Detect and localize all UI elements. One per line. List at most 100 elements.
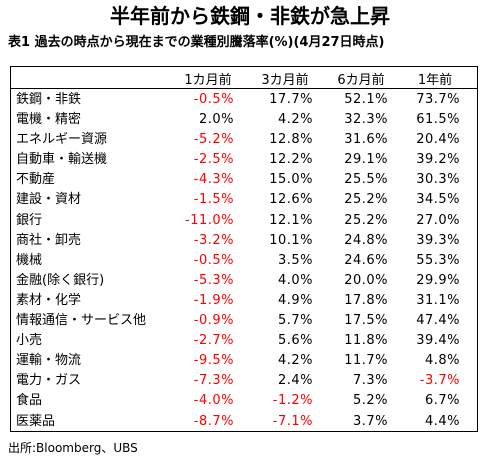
table-cell: 29.1% xyxy=(344,152,388,168)
table-cell: 5.2% xyxy=(352,393,388,409)
table-cell: 5.6% xyxy=(277,333,313,349)
table-cell: 12.8% xyxy=(269,132,313,148)
table-row: 電力・ガス -7.3% 2.4% 7.3% -3.7% xyxy=(10,371,478,391)
table-cell: 12.2% xyxy=(269,152,313,168)
table-cell: 4.2% xyxy=(277,112,313,128)
table-cell: -9.5% xyxy=(193,353,234,369)
table-cell: 30.3% xyxy=(416,172,460,188)
table-cell: -1.5% xyxy=(193,192,234,208)
table-cell: 4.4% xyxy=(424,413,460,429)
table-cell: -7.1% xyxy=(272,413,313,429)
table-row: 電機・精密 2.0% 4.2% 32.3% 61.5% xyxy=(10,110,478,130)
table-cell: 31.1% xyxy=(416,292,460,308)
row-label: 鉄鋼・非鉄 xyxy=(16,92,82,107)
row-label: 機械 xyxy=(16,252,43,268)
table-cell: 25.2% xyxy=(344,212,388,228)
table-cell: -8.7% xyxy=(193,413,234,429)
column-header-6m: 6カ月前 xyxy=(337,73,385,88)
table-row: 鉄鋼・非鉄 -0.5% 17.7% 52.1% 73.7% xyxy=(10,90,478,110)
table-cell: 4.8% xyxy=(424,353,460,369)
table-cell: 20.4% xyxy=(416,132,460,148)
table-cell: -3.7% xyxy=(419,373,460,389)
table-row: 機械 -0.5% 3.5% 24.6% 55.3% xyxy=(10,251,478,271)
row-label: 運輸・物流 xyxy=(16,353,82,369)
table-row: 金融(除く銀行) -5.3% 4.0% 20.0% 29.9% xyxy=(10,271,478,291)
table-cell: 11.7% xyxy=(344,353,388,369)
table-cell: 4.0% xyxy=(277,272,313,288)
table-cell: -4.0% xyxy=(193,393,234,409)
table-row: 自動車・輸送機 -2.5% 12.2% 29.1% 39.2% xyxy=(10,150,478,170)
table-cell: 39.2% xyxy=(416,152,460,168)
table-cell: 24.6% xyxy=(344,252,388,268)
table-cell: 3.5% xyxy=(277,252,313,268)
table-cell: -0.5% xyxy=(193,92,234,107)
table-row: 素材・化学 -1.9% 4.9% 17.8% 31.1% xyxy=(10,291,478,311)
column-header-1y: 1年前 xyxy=(417,73,453,88)
table-row: 建設・資材 -1.5% 12.6% 25.2% 34.5% xyxy=(10,190,478,210)
table-caption: 表1 過去の時点から現在までの業種別騰落率(%)(4月27日時点) xyxy=(8,35,385,50)
row-label: 情報通信・サービス他 xyxy=(16,313,147,329)
row-label: エネルギー資源 xyxy=(16,132,108,148)
table-row: 情報通信・サービス他 -0.9% 5.7% 17.5% 47.4% xyxy=(10,311,478,331)
table-header: 1カ月前 3カ月前 6カ月前 1年前 xyxy=(10,67,478,88)
table-cell: 47.4% xyxy=(416,313,460,329)
table-cell: 11.8% xyxy=(344,333,388,349)
row-label: 商社・卸売 xyxy=(16,232,82,248)
table-cell: 6.7% xyxy=(424,393,460,409)
table-cell: 10.1% xyxy=(269,232,313,248)
table-cell: -1.9% xyxy=(193,292,234,308)
row-label: 銀行 xyxy=(16,212,43,228)
table-cell: 4.2% xyxy=(277,353,313,369)
table-cell: 39.3% xyxy=(416,232,460,248)
source-note: 出所:Bloomberg、UBS xyxy=(8,441,138,455)
table-cell: 27.0% xyxy=(416,212,460,228)
table-cell: -2.7% xyxy=(193,333,234,349)
table-row: 商社・卸売 -3.2% 10.1% 24.8% 39.3% xyxy=(10,231,478,251)
table-frame xyxy=(10,66,478,432)
table-cell: 20.0% xyxy=(344,272,388,288)
table-cell: 12.6% xyxy=(269,192,313,208)
table-cell: 32.3% xyxy=(344,112,388,128)
row-label: 電力・ガス xyxy=(16,373,82,389)
row-label: 素材・化学 xyxy=(16,292,82,308)
table-cell: 17.8% xyxy=(344,292,388,308)
table-cell: -0.9% xyxy=(193,313,234,329)
row-label: 電機・精密 xyxy=(16,112,82,128)
table-cell: 61.5% xyxy=(416,112,460,128)
row-label: 建設・資材 xyxy=(16,192,82,208)
table-row: 不動産 -4.3% 15.0% 25.5% 30.3% xyxy=(10,170,478,190)
table-body: 鉄鋼・非鉄 -0.5% 17.7% 52.1% 73.7% 電機・精密 2.0% 4.2% 32… xyxy=(10,90,478,432)
table-row: 銀行 -11.0% 12.1% 25.2% 27.0% xyxy=(10,211,478,231)
table-cell: 34.5% xyxy=(416,192,460,208)
row-label: 不動産 xyxy=(16,172,56,188)
table-cell: 25.5% xyxy=(344,172,388,188)
table-cell: 55.3% xyxy=(416,252,460,268)
table-cell: 12.1% xyxy=(269,212,313,228)
table-cell: 2.0% xyxy=(198,112,234,128)
table-cell: -5.2% xyxy=(193,132,234,148)
row-label: 自動車・輸送機 xyxy=(16,152,108,168)
column-header-1m: 1カ月前 xyxy=(184,73,232,88)
table-row: 運輸・物流 -9.5% 4.2% 11.7% 4.8% xyxy=(10,351,478,371)
table-cell: 17.7% xyxy=(269,92,313,107)
table-cell: 73.7% xyxy=(416,92,460,107)
column-header-3m: 3カ月前 xyxy=(261,73,309,88)
table-cell: 17.5% xyxy=(344,313,388,329)
table-cell: 5.7% xyxy=(277,313,313,329)
table-cell: -7.3% xyxy=(193,373,234,389)
table-cell: 7.3% xyxy=(352,373,388,389)
row-label: 金融(除く銀行) xyxy=(16,272,105,288)
row-label: 食品 xyxy=(16,393,43,409)
table-cell: -2.5% xyxy=(193,152,234,168)
table-cell: 15.0% xyxy=(269,172,313,188)
table-cell: 39.4% xyxy=(416,333,460,349)
table-cell: -4.3% xyxy=(193,172,234,188)
page-title: 半年前から鉄鋼・非鉄が急上昇 xyxy=(110,4,390,28)
table-row: 医薬品 -8.7% -7.1% 3.7% 4.4% xyxy=(10,412,478,432)
table-cell: -1.2% xyxy=(272,393,313,409)
table-row: エネルギー資源 -5.2% 12.8% 31.6% 20.4% xyxy=(10,130,478,150)
table-cell: 29.9% xyxy=(416,272,460,288)
table-cell: 2.4% xyxy=(277,373,313,389)
table-row: 食品 -4.0% -1.2% 5.2% 6.7% xyxy=(10,391,478,411)
table-row: 小売 -2.7% 5.6% 11.8% 39.4% xyxy=(10,331,478,351)
